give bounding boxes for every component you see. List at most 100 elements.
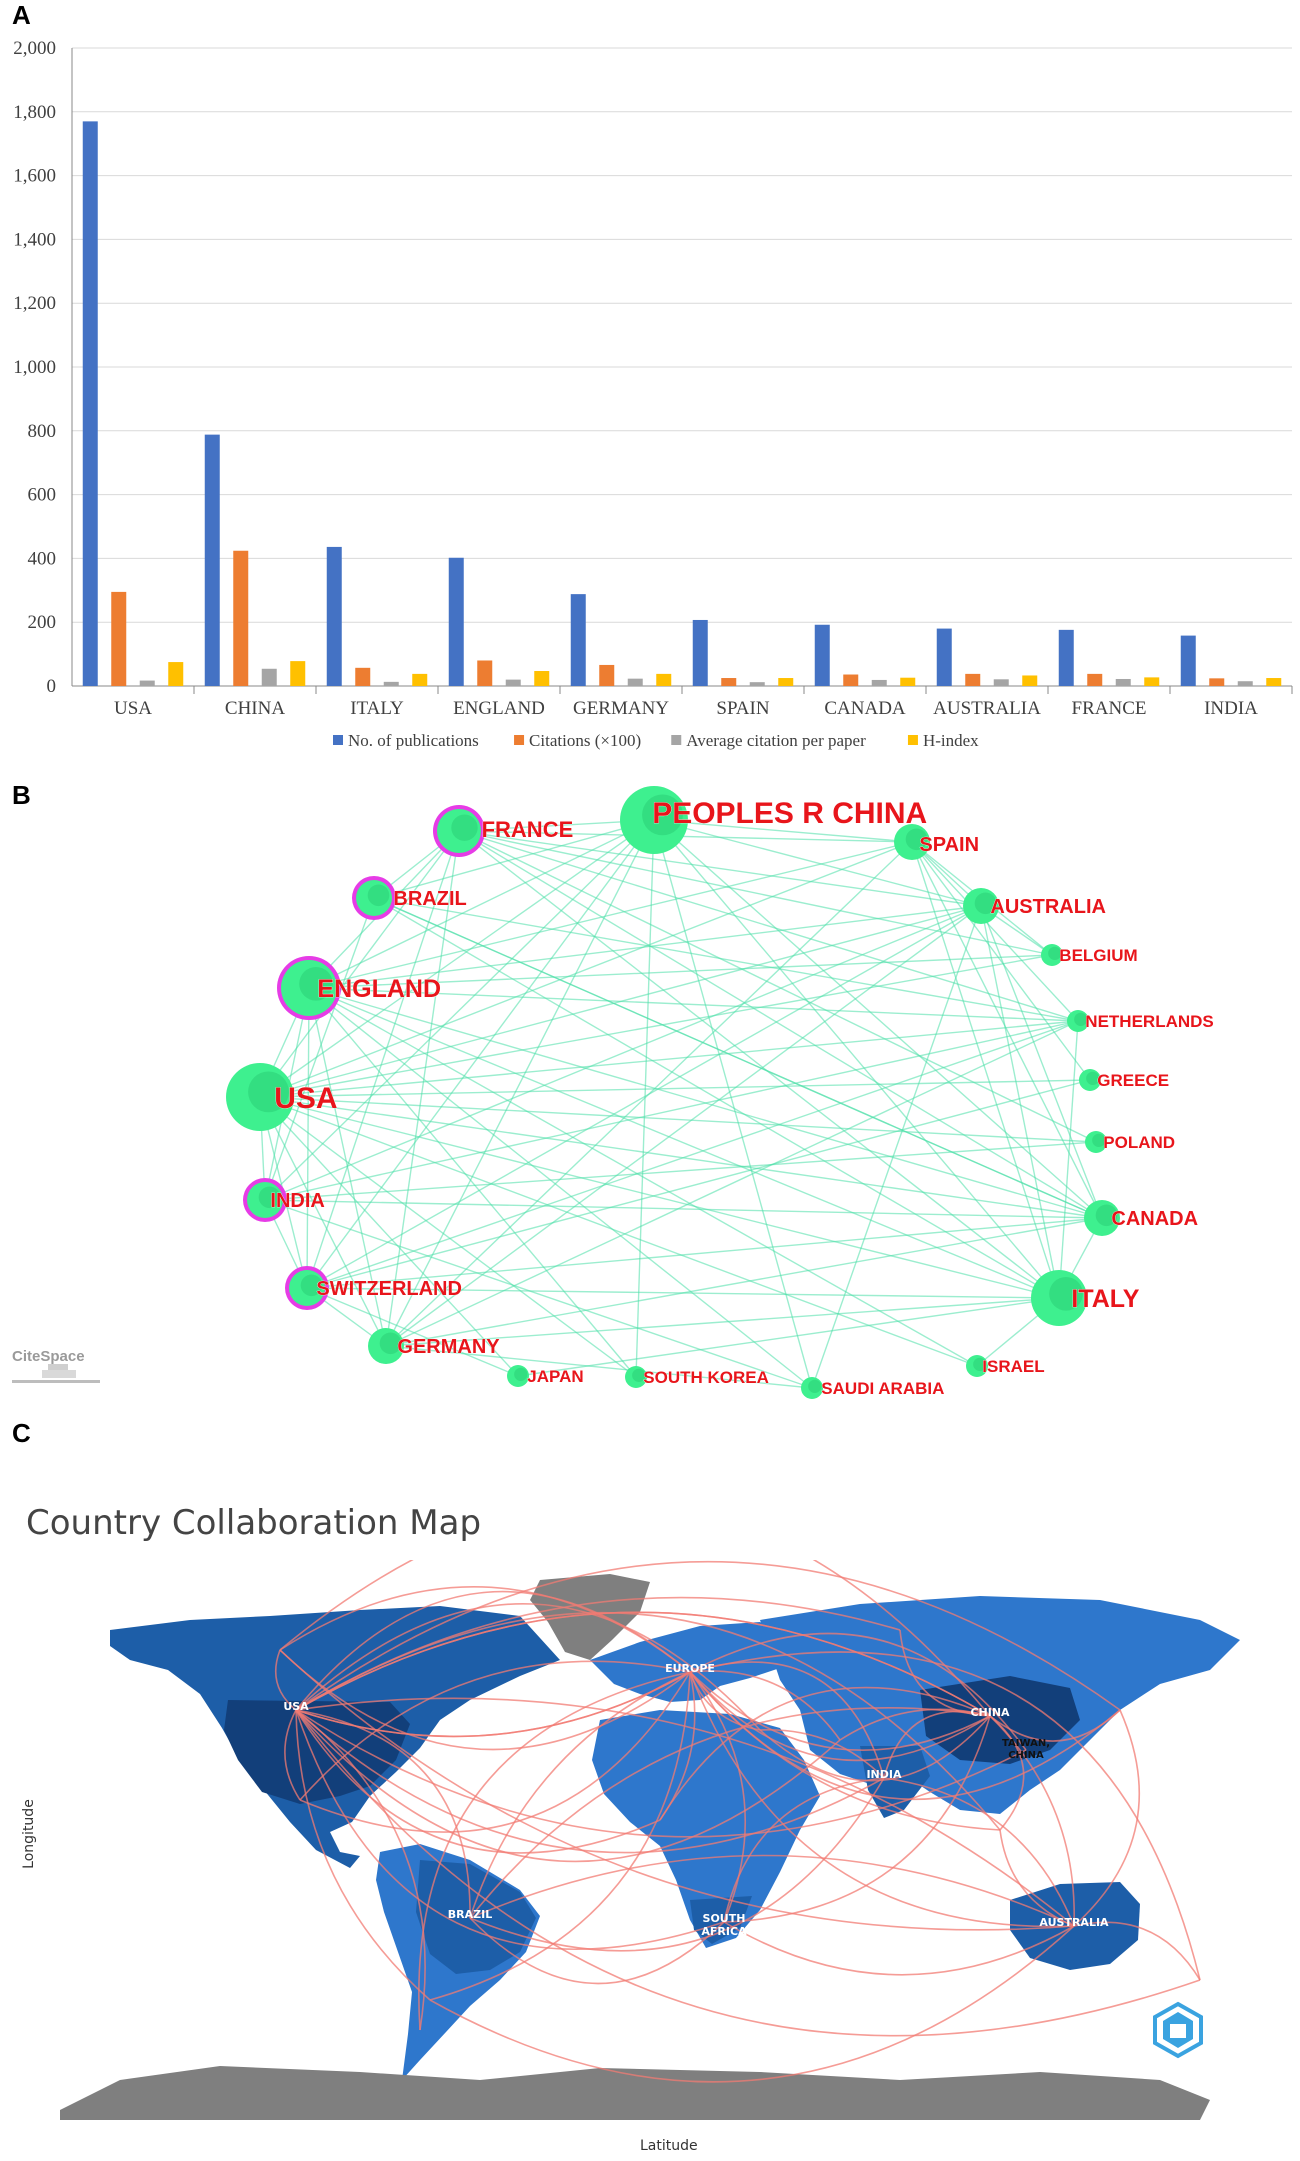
collaboration-arc [295, 1611, 991, 1717]
network-node-belgium: BELGIUM [1041, 944, 1138, 966]
y-tick-label: 400 [28, 548, 57, 569]
collaboration-arc [689, 1632, 1027, 1751]
network-edge [306, 830, 460, 1289]
network-edge [911, 841, 1103, 1219]
network-node-england: ENGLAND [277, 956, 441, 1020]
node-label: INDIA [270, 1190, 324, 1212]
collaboration-network: PEOPLES R CHINA FRANCE SPAIN BRAZIL AUSTRALI… [12, 786, 1214, 1399]
network-edge [306, 1020, 1079, 1289]
y-tick-label: 1,000 [13, 357, 56, 378]
collaboration-arc [469, 1917, 725, 1985]
bar-canada-series-2 [871, 679, 887, 686]
y-tick-label: 1,400 [13, 229, 56, 250]
usa-land [224, 1700, 410, 1804]
network-edge [517, 1297, 1060, 1377]
collaboration-arc [295, 1561, 1121, 1711]
network-edge [911, 841, 1060, 1299]
network-edge [308, 987, 1079, 1022]
network-edge [308, 841, 913, 989]
network-edge [653, 819, 982, 907]
node-inner-ring [1086, 1071, 1100, 1085]
collaboration-arc [429, 1925, 1075, 2083]
bar-australia-series-0 [936, 628, 952, 686]
africa-land [592, 1710, 820, 1948]
legend-label: H-index [923, 731, 979, 750]
network-edge [458, 830, 1079, 1022]
network-edge [259, 1096, 1103, 1219]
network-edge [259, 1096, 978, 1367]
network-edge [259, 1096, 637, 1378]
legend-swatch [514, 735, 525, 745]
node-label: BRAZIL [393, 888, 466, 910]
node-label: ISRAEL [982, 1357, 1044, 1376]
bar-germany-series-3 [656, 673, 672, 686]
citespace-logo: CiteSpace [12, 1348, 100, 1383]
collaboration-arc [295, 1709, 1201, 2037]
bar-usa-series-1 [111, 591, 127, 686]
network-edge [308, 819, 655, 989]
x-tick-label: ENGLAND [453, 698, 545, 719]
collaboration-arc [299, 1671, 691, 1833]
legend-swatch [333, 735, 343, 745]
bar-chart: 0 200 400 600 800 1,000 1,200 1,400 1,600 1,800 2,… [13, 38, 1293, 750]
network-edge [373, 897, 1079, 1022]
legend-swatch [671, 735, 682, 745]
bar-india-series-1 [1209, 678, 1225, 686]
network-edge [308, 954, 1053, 989]
node-inner-ring [451, 814, 478, 841]
network-edge [385, 1345, 813, 1389]
network-node-japan: JAPAN [507, 1365, 584, 1387]
network-edge [306, 987, 310, 1289]
legend-label: No. of publications [348, 731, 479, 750]
bar-australia-series-1 [965, 673, 981, 686]
network-edge [811, 905, 982, 1389]
network-edge [385, 1020, 1079, 1347]
collaboration-arc [999, 1829, 1075, 1927]
collaboration-arc [274, 1649, 297, 1711]
network-edge [373, 897, 1103, 1219]
network-edge [306, 905, 982, 1289]
node-label: SAUDI ARABIA [821, 1379, 944, 1398]
collaboration-arc [689, 1671, 746, 1923]
network-edge [980, 905, 1060, 1299]
bar-germany-series-0 [570, 594, 586, 686]
collaboration-arc [295, 1709, 725, 1950]
network-edge [911, 841, 1079, 1022]
collaboration-arc [295, 1709, 426, 2031]
node-inner-ring [632, 1368, 646, 1382]
bar-spain-series-2 [749, 682, 765, 686]
bar-italy-series-2 [383, 681, 399, 686]
collaboration-arc [279, 1649, 691, 1751]
india-land [860, 1746, 930, 1818]
y-tick-label: 0 [47, 676, 57, 697]
bar-germany-series-2 [627, 678, 643, 686]
collaboration-arc [295, 1709, 1027, 1838]
node-label: AUSTRALIA [990, 896, 1106, 918]
x-tick-label: GERMANY [573, 698, 669, 719]
legend-label: Citations (×100) [529, 731, 641, 750]
network-edge [308, 987, 978, 1367]
collaboration-arc [839, 1708, 991, 1741]
network-edge [385, 1297, 1060, 1347]
network-edge [385, 1217, 1103, 1347]
collaboration-arc [689, 1670, 841, 1741]
bar-england-series-3 [534, 671, 550, 686]
bar-india-series-2 [1237, 681, 1253, 686]
bar-spain-series-3 [778, 678, 794, 686]
bar-france-series-0 [1058, 629, 1074, 686]
collaboration-arc [989, 1715, 1025, 1831]
network-edge [458, 830, 1060, 1299]
network-nodes: PEOPLES R CHINA FRANCE SPAIN BRAZIL AUSTRALI… [226, 786, 1214, 1399]
y-tick-label: 1,600 [13, 166, 56, 187]
node-inner-ring [974, 892, 997, 915]
network-node-brazil: BRAZIL [352, 876, 467, 920]
collaboration-arc [1073, 1921, 1201, 1981]
node-inner-ring [514, 1367, 528, 1381]
network-node-switzerland: SWITZERLAND [285, 1266, 462, 1310]
network-edge [264, 1020, 1079, 1201]
map-label-australia: AUSTRALIA [1039, 1916, 1109, 1929]
bar-italy-series-1 [355, 667, 371, 686]
network-edge [259, 1096, 1097, 1143]
network-node-france: FRANCE [433, 805, 574, 857]
bar-france-series-3 [1144, 677, 1160, 686]
